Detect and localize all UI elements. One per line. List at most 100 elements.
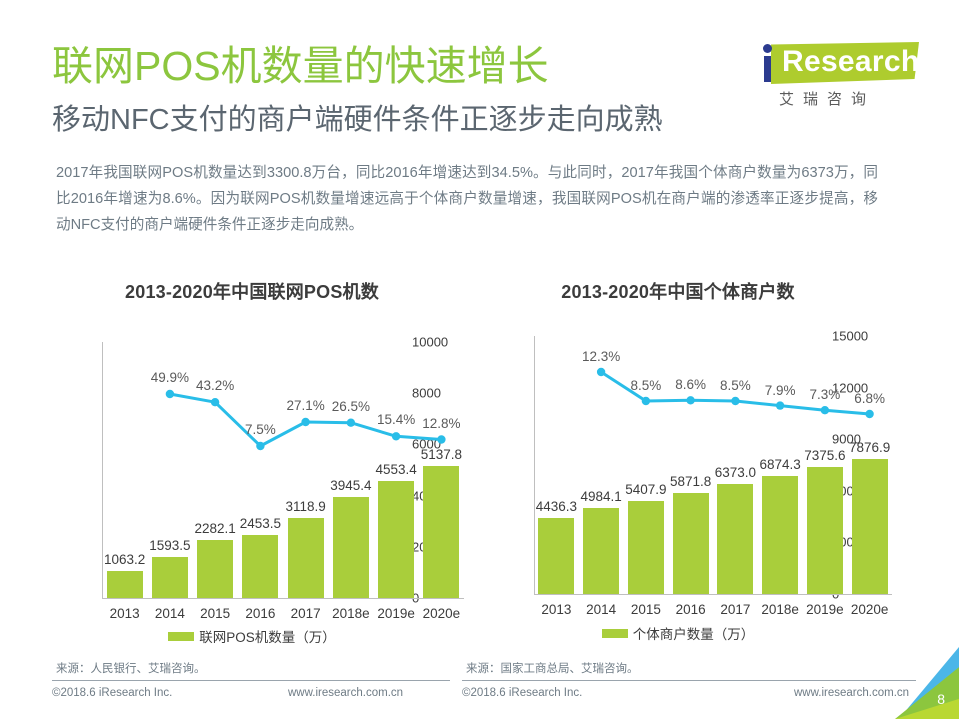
y-axis-tick-label: 10000 [412,334,449,350]
logo-i-dot [763,44,772,53]
chart-legend-right: 个体商户数量（万） [462,623,894,643]
body-paragraph: 2017年我国联网POS机数量达到3300.8万台，同比2016年增速达到34.… [56,165,878,233]
bar-value-label: 7375.6 [804,448,846,464]
bar [423,466,460,598]
y-axis-tick-label: 15000 [832,328,869,344]
x-axis-tick-label: 2016 [675,602,706,617]
bar-value-label: 2282.1 [194,520,236,536]
x-axis-tick-label: 2018e [761,602,799,617]
bar-value-label: 5871.8 [669,474,712,489]
y-axis-line [102,342,103,598]
bar [851,458,888,594]
x-axis-tick-label: 2020e [850,602,889,617]
bar-value-label: 6874.3 [759,456,801,472]
bar-value-label: 4553.4 [375,462,417,478]
chart-title-left: 2013-2020年中国联网POS机数 [125,282,379,302]
line-value-label: 8.5% [630,378,662,394]
bar-value-label: 5137.8 [420,447,463,463]
bar [762,475,799,594]
bar-value-label: 4436.3 [535,498,578,514]
bar [806,467,843,594]
page-title: 联网POS机数量的快速增长 [52,43,549,89]
footer-rule-right [462,680,916,681]
bar-value-label: 4984.1 [580,489,622,505]
logo-mark: Research [749,38,919,86]
y-axis-tick-label: 12000 [832,380,869,396]
logo-i-stem [764,56,771,82]
bar-value-label: 2453.5 [239,516,282,532]
bar [583,508,620,594]
x-axis-line [102,598,464,599]
bar [627,500,664,594]
page-subtitle: 移动NFC支付的商户端硬件条件正逐步走向成熟 [52,104,663,136]
y-axis-tick-label: 6000 [412,436,441,452]
copyright-right: ©2018.6 iResearch Inc. [462,687,583,699]
y-axis-tick-label: 8000 [412,385,441,401]
bar [287,518,324,598]
x-axis-tick-label: 2014 [586,602,617,617]
logo-chinese-name: 艾瑞咨询 [779,91,876,108]
bar [332,497,369,598]
copyright-left: ©2018.6 iResearch Inc. [52,687,173,699]
bar-value-label: 5407.9 [625,481,667,497]
page-number: 8 [937,691,945,707]
trend-line [596,367,874,419]
line-value-label: 26.5% [331,398,371,414]
x-axis-tick-label: 2015 [200,606,231,621]
line-value-label: 6.8% [854,391,886,406]
line-value-label: 7.9% [764,382,796,398]
source-note-left: 来源：人民银行、艾瑞咨询。 [56,663,206,675]
line-value-label: 15.4% [376,412,416,428]
bar-value-label: 3945.4 [330,477,372,493]
x-axis-tick-label: 2019e [806,602,844,617]
x-axis-tick-label: 2017 [290,606,321,621]
legend-label-left: 联网POS机数量（万） [199,630,336,645]
y-axis-tick-label: 9000 [832,431,861,447]
trend-line [165,389,446,451]
line-value-label: 49.9% [150,370,190,385]
bar [672,493,709,594]
corner-decoration [895,647,959,719]
chart-plot-left: 02000400060008000100001063.21593.52282.1… [36,314,468,621]
bar [378,481,415,598]
bar [717,484,754,594]
line-value-label: 7.3% [809,387,841,403]
iresearch-logo: Research 艾瑞咨询 [749,38,919,112]
chart-title-right: 2013-2020年中国个体商户数 [561,282,795,302]
line-value-label: 27.1% [286,397,325,413]
line-value-label: 8.5% [719,378,751,394]
legend-swatch-left [168,631,195,641]
source-note-right: 来源：国家工商总局、艾瑞咨询。 [466,663,639,675]
bar-value-label: 3118.9 [285,499,326,515]
website-left: www.iresearch.com.cn [288,687,404,699]
bar-value-label: 1593.5 [149,538,191,554]
bar [106,570,143,598]
line-value-label: 43.2% [195,378,235,394]
x-axis-tick-label: 2013 [541,602,572,617]
x-axis-tick-label: 2014 [154,606,185,621]
chart-panel-merchants: 2013-2020年中国个体商户数 0300060009000120001500… [462,278,894,698]
logo-quad-shape [771,42,919,84]
x-axis-tick-label: 2018e [332,606,370,621]
logo-wordmark: Research [782,45,920,78]
y-axis-line [534,336,535,594]
x-axis-tick-label: 2013 [109,606,140,621]
bar [242,535,279,598]
chart-legend-left: 联网POS机数量（万） [36,626,468,646]
x-axis-tick-label: 2016 [245,606,276,621]
x-axis-tick-label: 2017 [720,602,751,617]
bar [151,557,188,598]
chart-plot-right: 030006000900012000150004436.34984.15407.… [462,314,894,617]
x-axis-tick-label: 2019e [377,606,415,621]
x-axis-line [534,594,892,595]
website-right: www.iresearch.com.cn [794,687,910,699]
bar [538,517,575,594]
line-value-label: 12.8% [422,415,461,431]
legend-label-right: 个体商户数量（万） [632,627,755,642]
line-value-label: 8.6% [675,377,707,393]
bar-value-label: 6373.0 [714,465,757,481]
footer-rule-left [52,680,450,681]
line-value-label: 7.5% [244,422,276,437]
chart-panel-pos: 2013-2020年中国联网POS机数 02000400060008000100… [36,278,468,698]
